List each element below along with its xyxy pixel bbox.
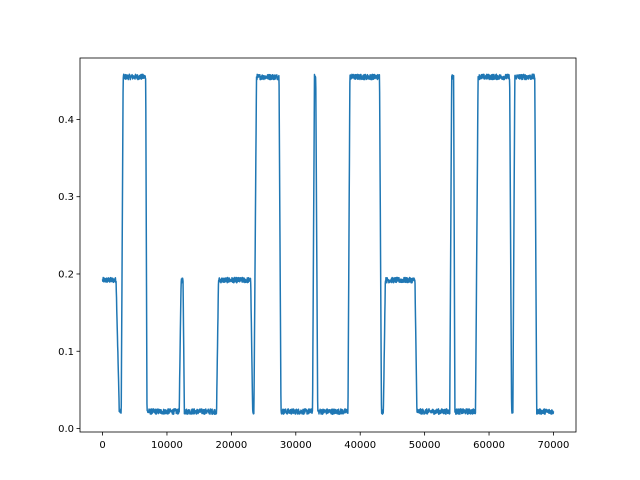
x-tick-label: 10000 <box>151 440 183 451</box>
x-tick-label: 20000 <box>215 440 247 451</box>
y-tick-label: 0.4 <box>58 115 74 126</box>
y-axis: 0.0 0.1 0.2 0.3 0.4 <box>58 115 80 435</box>
series-line <box>101 73 555 415</box>
axes-frame <box>79 57 577 433</box>
x-tick-label: 60000 <box>473 440 505 451</box>
y-tick-label: 0.1 <box>58 347 74 358</box>
x-tick-label: 50000 <box>409 440 441 451</box>
y-tick-label: 0.2 <box>58 269 74 280</box>
x-tick-label: 30000 <box>280 440 312 451</box>
y-tick-label: 0.0 <box>58 424 74 435</box>
x-tick-label: 0 <box>99 440 105 451</box>
x-tick-label: 40000 <box>344 440 376 451</box>
x-axis: 0 10000 20000 30000 40000 50000 60000 70000 <box>99 432 569 451</box>
series-layer <box>101 73 555 415</box>
x-tick-label: 70000 <box>538 440 570 451</box>
y-tick-label: 0.3 <box>58 192 74 203</box>
